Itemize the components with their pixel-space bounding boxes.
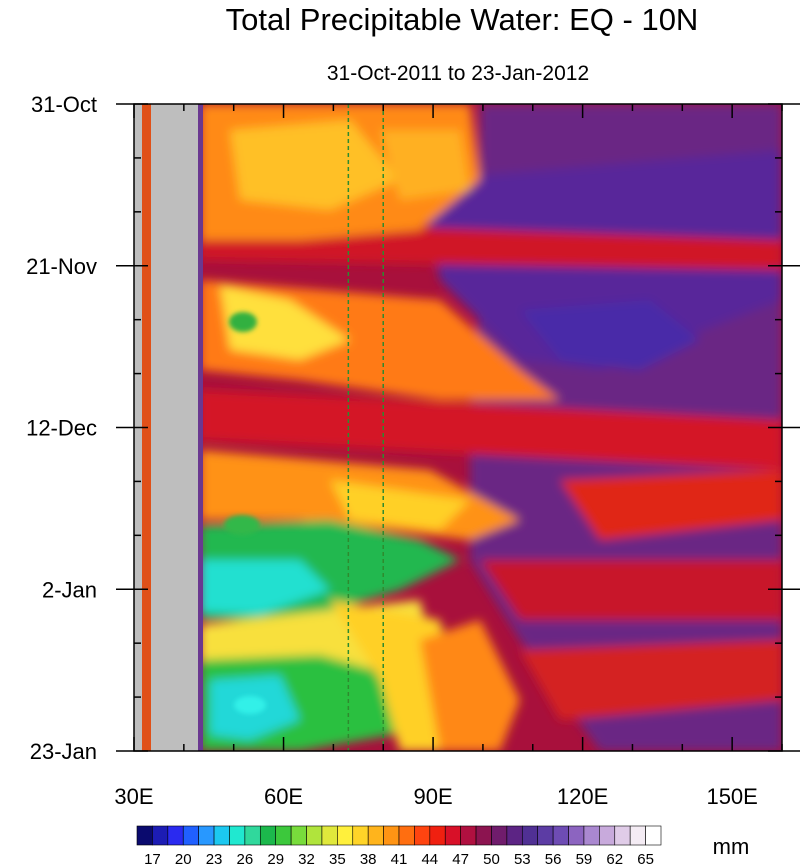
- band-red-e: [520, 640, 782, 720]
- y-tick-label: 23-Jan: [30, 739, 97, 764]
- colorbar-swatch: [414, 825, 431, 846]
- region-cyan-jan1: [200, 560, 330, 615]
- colorbar-tick-label: 44: [421, 851, 438, 867]
- colorbar-swatch: [599, 825, 616, 846]
- region-yellow-lower: [330, 480, 470, 530]
- blob-cyan-jan: [234, 696, 266, 714]
- colorbar-swatch: [275, 825, 292, 846]
- axis-ticks: [116, 103, 800, 752]
- region-yellow-mid: [220, 285, 350, 360]
- region-yellow-top: [230, 120, 400, 210]
- colorbar-swatch: [429, 825, 446, 846]
- band-red-d: [480, 560, 782, 620]
- y-tick-label: 31-Oct: [31, 92, 97, 117]
- colorbar-tick-label: 56: [545, 851, 562, 867]
- colorbar-swatch: [321, 825, 338, 846]
- x-tick-label: 150E: [706, 784, 757, 809]
- colorbar-swatch: [491, 825, 508, 846]
- colorbar-swatch: [244, 825, 261, 846]
- colorbar-swatch: [182, 825, 199, 846]
- colorbar-tick-label: 17: [144, 851, 161, 867]
- colorbar-tick-label: 62: [606, 851, 623, 867]
- x-tick-label: 60E: [264, 784, 303, 809]
- colorbar-swatch: [383, 825, 400, 846]
- x-tick-label: 90E: [413, 784, 452, 809]
- colorbar-tick-label: 59: [576, 851, 593, 867]
- colorbar-tick-label: 20: [175, 851, 192, 867]
- colorbar-swatch: [198, 825, 215, 846]
- x-axis-labels: 30E 60E 90E 120E 150E: [114, 784, 757, 809]
- x-tick-label: 120E: [557, 784, 608, 809]
- reference-lines: [347, 104, 384, 751]
- colorbar-swatch: [259, 825, 277, 846]
- y-axis-labels: 31-Oct 21-Nov 12-Dec 2-Jan 23-Jan: [26, 92, 97, 764]
- colorbar-swatch: [521, 825, 539, 846]
- blob-green-nov: [229, 312, 257, 332]
- colorbar-tick-label: 65: [637, 851, 654, 867]
- colorbar-swatch: [337, 825, 354, 846]
- colorbar-swatch: [506, 825, 523, 846]
- colorbar-swatch: [552, 825, 569, 846]
- colorbar-swatch: [213, 825, 230, 846]
- colorbar-tick-label: 29: [267, 851, 284, 867]
- colorbar-swatch: [537, 825, 554, 846]
- strip-edge: [198, 104, 203, 751]
- colorbar-tick-label: 50: [483, 851, 500, 867]
- colorbar-swatch: [614, 825, 631, 846]
- y-tick-label: 21-Nov: [26, 254, 97, 279]
- missing-data-band: [151, 104, 200, 751]
- colorbar-tick-label: 38: [360, 851, 377, 867]
- colorbar-swatch: [475, 825, 492, 846]
- colorbar-swatch: [398, 825, 415, 846]
- colorbar-tick-label: 23: [206, 851, 223, 867]
- colorbar-swatch: [290, 825, 307, 846]
- colorbar: [136, 825, 662, 846]
- region-orange-jan-c: [420, 620, 520, 751]
- colorbar-swatch: [136, 825, 153, 846]
- band-red-b: [200, 390, 782, 470]
- colorbar-swatch: [352, 825, 369, 846]
- colorbar-tick-label: 41: [391, 851, 408, 867]
- colorbar-tick-label: 32: [298, 851, 315, 867]
- y-tick-label: 2-Jan: [42, 577, 97, 602]
- x-tick-label: 30E: [114, 784, 153, 809]
- colorbar-swatch: [306, 825, 323, 846]
- colorbar-swatch: [229, 825, 246, 846]
- heatmap-field: [134, 104, 782, 751]
- colorbar-swatch: [444, 825, 461, 846]
- colorbar-tick-label: 26: [237, 851, 254, 867]
- colorbar-swatch: [152, 825, 169, 846]
- region-dark-core: [520, 300, 700, 370]
- colorbar-tick-label: 35: [329, 851, 346, 867]
- colorbar-swatch: [460, 825, 477, 846]
- chart-subtitle: 31-Oct-2011 to 23-Jan-2012: [327, 62, 589, 85]
- region-yellow-top2: [380, 130, 470, 200]
- chart-title: Total Precipitable Water: EQ - 10N: [226, 2, 699, 37]
- colorbar-swatch: [568, 825, 585, 846]
- blob-green-dec: [224, 515, 260, 535]
- colorbar-tick-label: 53: [514, 851, 531, 867]
- colorbar-swatch: [645, 825, 662, 846]
- y-tick-label: 12-Dec: [26, 416, 97, 441]
- colorbar-swatch: [629, 825, 646, 846]
- colorbar-swatch: [583, 825, 600, 846]
- colorbar-unit: mm: [713, 834, 750, 859]
- colorbar-swatch: [167, 825, 184, 846]
- colorbar-labels: 17 20 23 26 29 32 35 38 41 44 47 50 53 56 59 62 65: [144, 851, 654, 867]
- colorbar-tick-label: 47: [452, 851, 469, 867]
- band-red-c: [560, 470, 782, 540]
- colorbar-swatch: [367, 825, 384, 846]
